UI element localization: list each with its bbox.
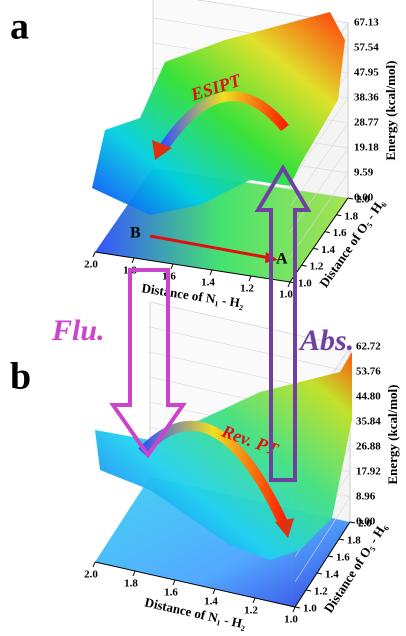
panel-label: b [10, 356, 31, 398]
tick-mark [302, 265, 307, 266]
y-tick-label: 1.4 [325, 569, 339, 581]
x-tick-label: 1.2 [240, 283, 254, 295]
tick-mark [93, 562, 95, 567]
panel-label: a [10, 6, 29, 48]
z-tick-label: 17.92 [356, 466, 381, 478]
tick-mark [306, 590, 311, 591]
figure: 0.009.5919.1828.7738.3647.9557.5467.132.… [0, 0, 406, 636]
annotation: Abs. [298, 324, 354, 357]
tick-mark [253, 598, 255, 603]
y-tick-label: 1.2 [310, 261, 324, 273]
z-tick-label: 47.95 [354, 67, 379, 79]
x-tick-label: 2.0 [84, 569, 98, 581]
z-tick-label: 9.59 [354, 167, 374, 179]
x-tick-label: 1.8 [124, 578, 138, 590]
tick-mark [213, 589, 215, 594]
tick-mark [293, 607, 295, 612]
y-tick-label: 1.6 [336, 552, 350, 564]
tick-mark [288, 282, 290, 287]
y-tick-label: 1.8 [347, 535, 361, 547]
z-tick-label: 19.18 [354, 142, 379, 154]
x-tick-label: 1.6 [164, 587, 178, 599]
x-tick-label: 1.4 [204, 596, 218, 608]
tick-mark [313, 248, 318, 249]
tick-mark [328, 556, 333, 557]
z-axis-title: Energy (kcal/mol) [385, 384, 400, 484]
tick-mark [339, 539, 344, 540]
tick-mark [249, 276, 251, 281]
z-tick-label: 38.36 [354, 92, 379, 104]
y-tick-label: 1.0 [303, 603, 317, 615]
y-tick-label: 2.0 [356, 194, 370, 206]
annotation: Flu. [51, 314, 105, 347]
y-tick-label: 1.8 [344, 210, 358, 222]
x-tick-label: 1.4 [201, 277, 215, 289]
tick-mark [336, 215, 341, 216]
tick-mark [317, 573, 322, 574]
z-tick-label: 53.76 [356, 366, 381, 378]
tick-mark [171, 264, 173, 269]
tick-mark [350, 522, 355, 523]
z-tick-label: 67.13 [354, 17, 379, 29]
z-axis-title: Energy (kcal/mol) [383, 60, 398, 160]
tick-mark [325, 232, 330, 233]
z-tick-label: 8.96 [356, 491, 376, 503]
x-tick-label: 2.0 [84, 259, 98, 271]
tick-mark [348, 198, 353, 199]
tick-mark [132, 258, 134, 263]
x-axis-title: Distance of N₁ - H₂ [143, 594, 247, 631]
y-tick-label: 1.2 [314, 586, 328, 598]
z-tick-label: 44.80 [356, 391, 381, 403]
tick-mark [93, 252, 95, 257]
point-label: A [276, 251, 288, 268]
z-tick-label: 62.72 [356, 341, 381, 353]
y-tick-label: 1.6 [333, 227, 347, 239]
z-tick-label: 26.88 [356, 441, 381, 453]
x-tick-label: 1.2 [244, 605, 258, 617]
x-tick-label: 1.0 [284, 614, 298, 626]
z-tick-label: 35.84 [356, 416, 381, 428]
tick-mark [133, 571, 135, 576]
point-label: B [130, 225, 141, 242]
tick-mark [295, 607, 300, 608]
tick-mark [210, 270, 212, 275]
y-tick-label: 2.0 [358, 518, 372, 530]
tick-mark [173, 580, 175, 585]
z-tick-label: 28.77 [354, 117, 379, 129]
x-tick-label: 1.0 [279, 289, 293, 301]
y-tick-label: 1.4 [321, 244, 335, 256]
y-tick-label: 1.0 [298, 278, 312, 290]
z-tick-label: 57.54 [354, 42, 379, 54]
